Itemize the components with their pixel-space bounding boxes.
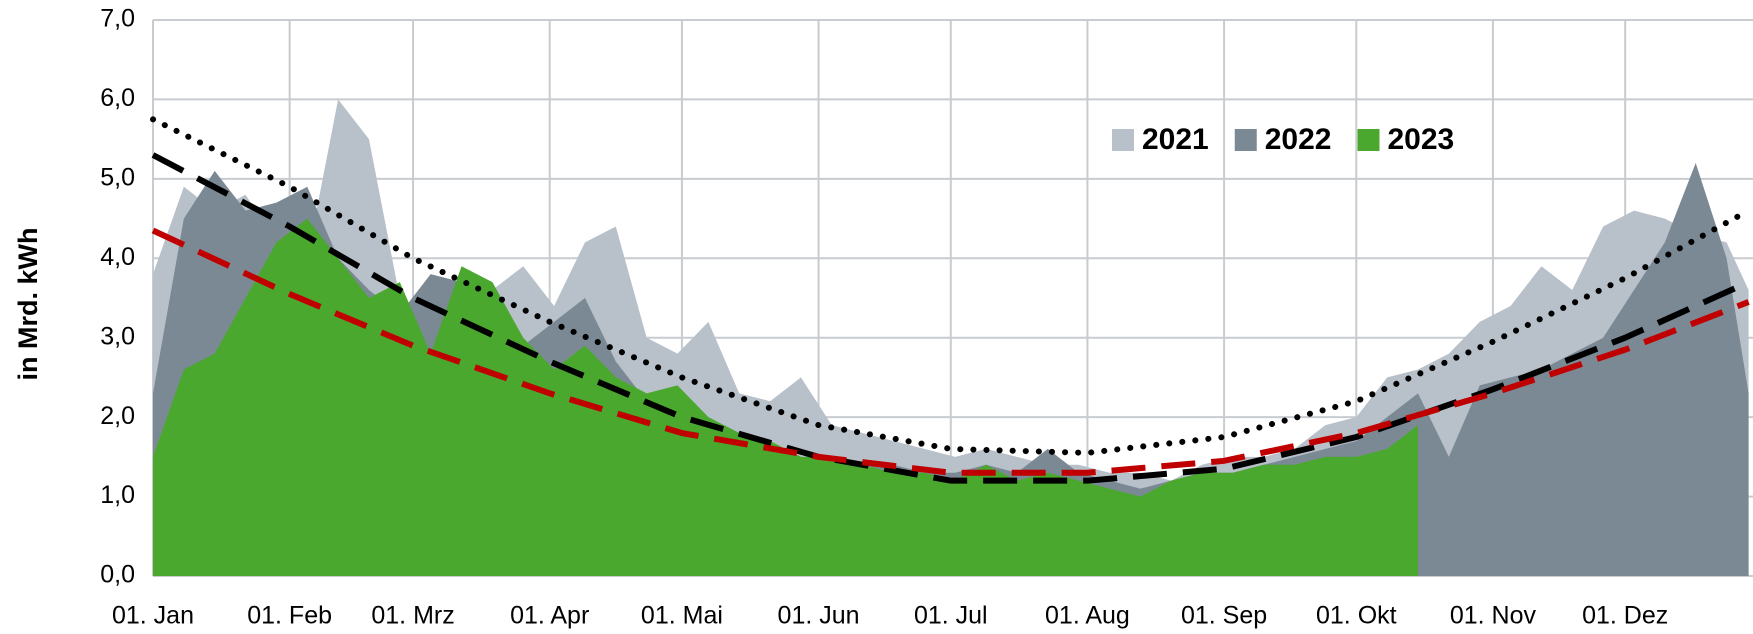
x-tick-label: 01. Apr bbox=[510, 602, 589, 630]
x-tick-label: 01. Feb bbox=[247, 602, 332, 630]
legend-swatch bbox=[1112, 129, 1134, 151]
areas bbox=[153, 99, 1749, 577]
legend-label: 2021 bbox=[1142, 123, 1209, 156]
trend-lines bbox=[150, 116, 1752, 484]
y-tick-label: 1,0 bbox=[100, 481, 135, 509]
axes: 0,0 1,0 2,0 3,0 4,0 5,0 6,0 7,0 01. Jan 01. Feb 01… bbox=[100, 5, 1668, 630]
legend-swatch bbox=[1357, 129, 1380, 151]
x-tick-label: 01. Jan bbox=[112, 602, 194, 630]
y-tick-label: 3,0 bbox=[100, 322, 135, 350]
y-tick-label: 6,0 bbox=[100, 84, 135, 112]
legend-label: 2023 bbox=[1388, 123, 1455, 156]
y-tick-label: 0,0 bbox=[100, 561, 135, 589]
x-tick-label: 01. Mai bbox=[641, 602, 723, 630]
y-axis-title: in Mrd. kWh bbox=[13, 228, 43, 381]
x-tick-label: 01. Aug bbox=[1045, 602, 1130, 630]
y-tick-label: 5,0 bbox=[100, 163, 135, 191]
y-tick-label: 4,0 bbox=[100, 243, 135, 271]
x-tick-label: 01. Okt bbox=[1316, 602, 1397, 630]
x-tick-label: 01. Nov bbox=[1450, 602, 1537, 630]
x-tick-label: 01. Jul bbox=[914, 602, 988, 630]
x-tick-label: 01. Mrz bbox=[371, 602, 454, 630]
x-tick-label: 01. Sep bbox=[1181, 602, 1267, 630]
y-tick-label: 7,0 bbox=[100, 5, 135, 33]
trend-line bbox=[150, 116, 1752, 456]
x-tick-label: 01. Jun bbox=[778, 602, 860, 630]
y-tick-label: 2,0 bbox=[100, 402, 135, 430]
trend-line bbox=[151, 152, 1750, 484]
legend-swatch bbox=[1234, 129, 1257, 151]
legend: 2021 2022 2023 bbox=[1112, 123, 1454, 156]
x-tick-label: 01. Dez bbox=[1582, 602, 1668, 630]
area-2023 bbox=[153, 218, 1419, 577]
legend-label: 2022 bbox=[1265, 123, 1332, 156]
